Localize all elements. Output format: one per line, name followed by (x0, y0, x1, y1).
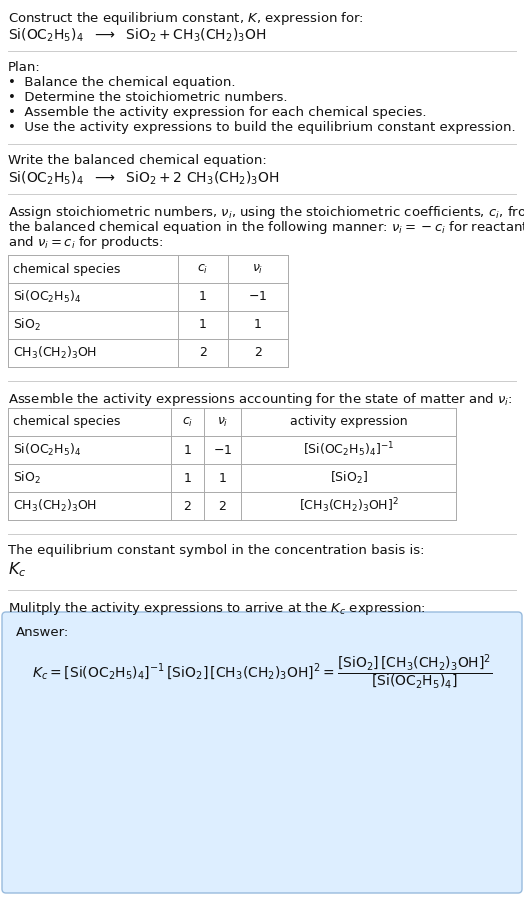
Text: 1: 1 (183, 443, 191, 457)
Text: •  Balance the chemical equation.: • Balance the chemical equation. (8, 76, 235, 89)
Text: 2: 2 (219, 500, 226, 512)
Text: •  Determine the stoichiometric numbers.: • Determine the stoichiometric numbers. (8, 91, 288, 104)
Text: $\nu_i$: $\nu_i$ (217, 415, 228, 429)
Text: 1: 1 (199, 318, 207, 332)
Text: Construct the equilibrium constant, $K$, expression for:: Construct the equilibrium constant, $K$,… (8, 10, 364, 27)
Text: $[\mathrm{Si(OC_2H_5)_4}]^{-1}$: $[\mathrm{Si(OC_2H_5)_4}]^{-1}$ (303, 440, 394, 459)
Text: and $\nu_i = c_i$ for products:: and $\nu_i = c_i$ for products: (8, 234, 163, 251)
Text: 1: 1 (254, 318, 262, 332)
Text: 2: 2 (199, 346, 207, 360)
Text: $\mathrm{CH_3(CH_2)_3OH}$: $\mathrm{CH_3(CH_2)_3OH}$ (13, 498, 97, 514)
Text: $K_c = [\mathrm{Si(OC_2H_5)_4}]^{-1}\,[\mathrm{SiO_2}]\,[\mathrm{CH_3(CH_2)_3OH}: $K_c = [\mathrm{Si(OC_2H_5)_4}]^{-1}\,[\… (32, 652, 492, 691)
Text: Answer:: Answer: (16, 626, 69, 639)
Text: $\mathrm{Si(OC_2H_5)_4}$: $\mathrm{Si(OC_2H_5)_4}$ (13, 442, 81, 458)
Text: $[\mathrm{CH_3(CH_2)_3OH}]^2$: $[\mathrm{CH_3(CH_2)_3OH}]^2$ (299, 497, 398, 516)
Text: the balanced chemical equation in the following manner: $\nu_i = -c_i$ for react: the balanced chemical equation in the fo… (8, 219, 524, 236)
Text: $\mathrm{Si(OC_2H_5)_4}$  $\longrightarrow$  $\mathrm{SiO_2 + 2\ CH_3(CH_2)_3OH}: $\mathrm{Si(OC_2H_5)_4}$ $\longrightarro… (8, 170, 279, 187)
Text: 2: 2 (183, 500, 191, 512)
Text: $-1$: $-1$ (248, 291, 268, 303)
Text: 1: 1 (199, 291, 207, 303)
Text: $\mathrm{Si(OC_2H_5)_4}$: $\mathrm{Si(OC_2H_5)_4}$ (13, 289, 81, 305)
Text: •  Use the activity expressions to build the equilibrium constant expression.: • Use the activity expressions to build … (8, 121, 516, 134)
Text: $\mathrm{Si(OC_2H_5)_4}$  $\longrightarrow$  $\mathrm{SiO_2 + CH_3(CH_2)_3OH}$: $\mathrm{Si(OC_2H_5)_4}$ $\longrightarro… (8, 27, 266, 44)
Text: $\mathrm{SiO_2}$: $\mathrm{SiO_2}$ (13, 317, 41, 333)
Text: •  Assemble the activity expression for each chemical species.: • Assemble the activity expression for e… (8, 106, 427, 119)
Text: activity expression: activity expression (290, 415, 407, 429)
Text: $[\mathrm{SiO_2}]$: $[\mathrm{SiO_2}]$ (330, 470, 367, 486)
Text: $c_i$: $c_i$ (198, 263, 209, 275)
Text: 1: 1 (219, 472, 226, 484)
Text: Assign stoichiometric numbers, $\nu_i$, using the stoichiometric coefficients, $: Assign stoichiometric numbers, $\nu_i$, … (8, 204, 524, 221)
Text: Mulitply the activity expressions to arrive at the $K_c$ expression:: Mulitply the activity expressions to arr… (8, 600, 426, 617)
Text: Assemble the activity expressions accounting for the state of matter and $\nu_i$: Assemble the activity expressions accoun… (8, 391, 512, 408)
Text: $\nu_i$: $\nu_i$ (253, 263, 264, 275)
Text: Plan:: Plan: (8, 61, 41, 74)
FancyBboxPatch shape (2, 612, 522, 893)
Text: $K_c$: $K_c$ (8, 560, 26, 579)
Text: 1: 1 (183, 472, 191, 484)
Text: $-1$: $-1$ (213, 443, 232, 457)
Text: $\mathrm{SiO_2}$: $\mathrm{SiO_2}$ (13, 470, 41, 486)
Text: chemical species: chemical species (13, 263, 121, 275)
Text: $\mathrm{CH_3(CH_2)_3OH}$: $\mathrm{CH_3(CH_2)_3OH}$ (13, 345, 97, 361)
Text: The equilibrium constant symbol in the concentration basis is:: The equilibrium constant symbol in the c… (8, 544, 424, 557)
Text: 2: 2 (254, 346, 262, 360)
Text: $c_i$: $c_i$ (182, 415, 193, 429)
Text: chemical species: chemical species (13, 415, 121, 429)
Text: Write the balanced chemical equation:: Write the balanced chemical equation: (8, 154, 267, 167)
